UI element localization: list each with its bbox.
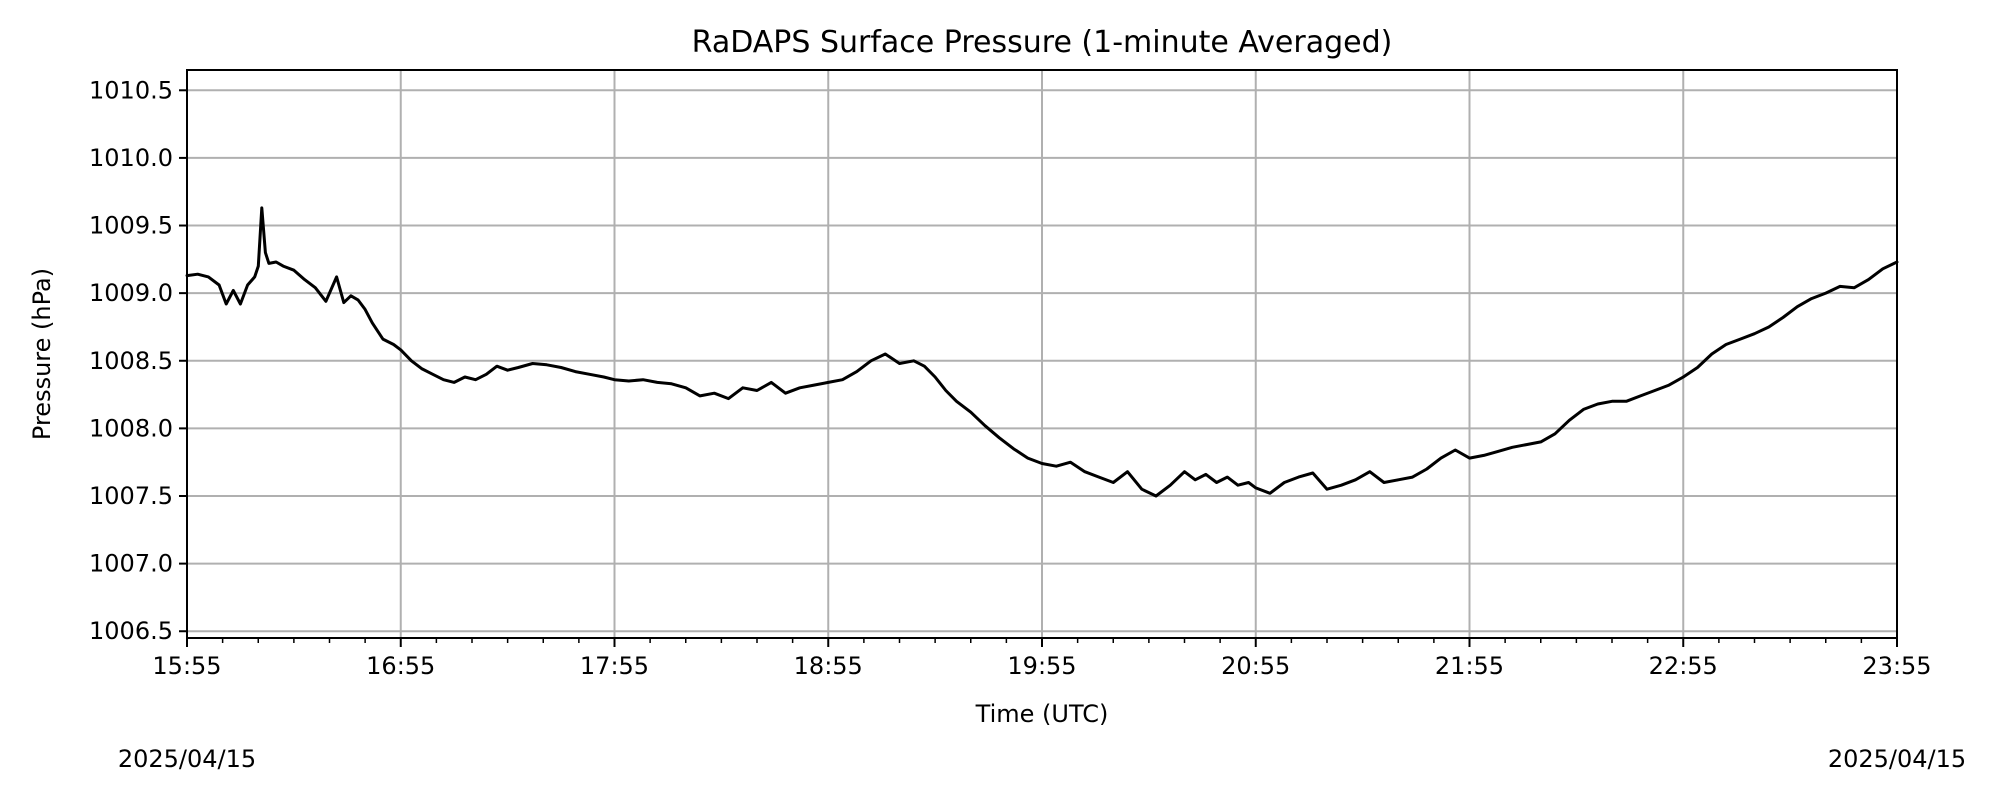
- y-tick-label: 1008.0: [89, 414, 173, 442]
- y-axis-title: Pressure (hPa): [28, 268, 56, 440]
- x-tick-label: 20:55: [1221, 652, 1290, 680]
- y-tick-label: 1009.0: [89, 279, 173, 307]
- y-tick-label: 1010.5: [89, 76, 173, 104]
- x-tick-label: 17:55: [580, 652, 649, 680]
- y-tick-label: 1006.5: [89, 617, 173, 645]
- x-tick-label: 15:55: [152, 652, 221, 680]
- chart-title: RaDAPS Surface Pressure (1-minute Averag…: [692, 25, 1393, 60]
- x-tick-label: 16:55: [366, 652, 435, 680]
- x-tick-label: 18:55: [794, 652, 863, 680]
- date-right-label: 2025/04/15: [1828, 745, 1966, 773]
- y-tick-label: 1008.5: [89, 347, 173, 375]
- y-tick-label: 1007.5: [89, 482, 173, 510]
- series-layer: [185, 206, 1899, 498]
- date-left-label: 2025/04/15: [118, 745, 256, 773]
- y-tick-label: 1007.0: [89, 550, 173, 578]
- x-tick-label: 22:55: [1649, 652, 1718, 680]
- tick-layer: 1006.5 1007.0 1007.5 1008.0 1008.5 1009.0 1009…: [89, 76, 1932, 680]
- x-axis-title: Time (UTC): [975, 700, 1109, 728]
- y-tick-label: 1010.0: [89, 144, 173, 172]
- x-tick-label: 21:55: [1435, 652, 1504, 680]
- x-tick-label: 19:55: [1007, 652, 1076, 680]
- pressure-series-line: [185, 206, 1899, 498]
- y-tick-label: 1009.5: [89, 212, 173, 240]
- grid-layer: [187, 70, 1897, 638]
- x-tick-label: 23:55: [1862, 652, 1931, 680]
